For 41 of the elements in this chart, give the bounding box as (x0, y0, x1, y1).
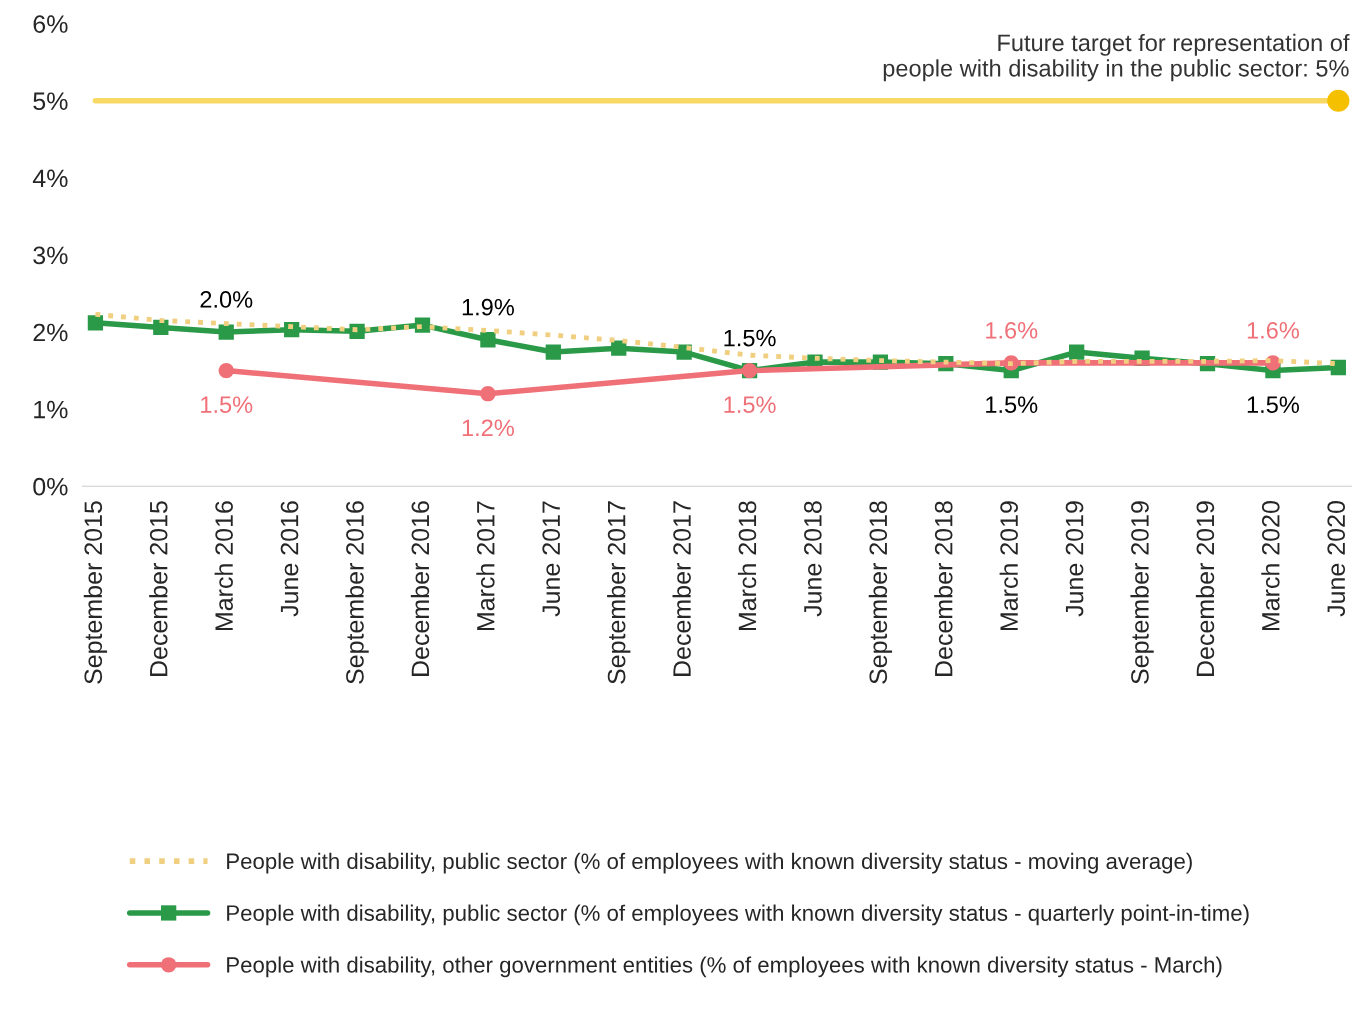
y-tick-label: 1% (34, 400, 68, 419)
x-tick-label: March 2020 (1261, 501, 1280, 631)
x-tick-label: December 2017 (672, 501, 691, 676)
x-tick-label: December 2018 (934, 501, 953, 676)
x-tick-label: March 2018 (737, 501, 757, 631)
y-tick-label: 3% (33, 246, 68, 265)
data-label: 1.5% (201, 396, 253, 414)
x-tick-label: September 2019 (1130, 501, 1154, 684)
x-tick-label: September 2018 (868, 501, 893, 684)
x-tick-label: March 2017 (476, 501, 495, 631)
x-tick-label: December 2019 (1195, 501, 1215, 676)
y-tick-label: 4% (32, 169, 68, 188)
legend-label: People with disability, public sector (% of employees with known diversity status - moving average) (227, 852, 1192, 874)
x-tick-label: March 2019 (999, 501, 1018, 631)
x-tick-label: March 2016 (214, 501, 233, 631)
x-tick-label: June 2017 (542, 501, 561, 617)
data-label: 1.6% (1247, 321, 1299, 339)
data-label: 1.5% (986, 396, 1038, 414)
legend-label: People with disability, other government entities (% of employees with known diversity status - March) (227, 956, 1222, 978)
x-tick-label: September 2017 (607, 501, 631, 684)
legend-label: People with disability, public sector (% of employees with known diversity status - quarterly point-in-time) (227, 904, 1249, 926)
data-label: 1.5% (1247, 396, 1299, 414)
x-tick-label: December 2016 (410, 501, 430, 676)
data-label: 1.5% (724, 329, 776, 347)
data-label: 2.0% (200, 291, 253, 308)
x-tick-label: June 2018 (804, 501, 822, 617)
data-label: 1.2% (462, 419, 514, 437)
data-label: 1.5% (724, 396, 776, 414)
y-tick-label: 2% (33, 323, 68, 342)
y-tick-label: 5% (33, 92, 68, 111)
x-tick-label: December 2015 (149, 501, 168, 676)
x-tick-label: June 2016 (280, 501, 299, 617)
x-tick-label: September 2015 (83, 501, 108, 684)
y-tick-label: 0% (33, 477, 68, 496)
x-tick-label: June 2020 (1327, 501, 1346, 617)
data-label: 1.9% (462, 298, 514, 316)
x-tick-label: September 2016 (345, 501, 369, 684)
y-tick-label: 6% (33, 15, 68, 33)
data-label: 1.6% (986, 321, 1038, 339)
x-tick-label: June 2019 (1065, 501, 1084, 617)
ref-line-label: Future target for representation of people with disability in the public sector: 5% (883, 33, 1350, 82)
